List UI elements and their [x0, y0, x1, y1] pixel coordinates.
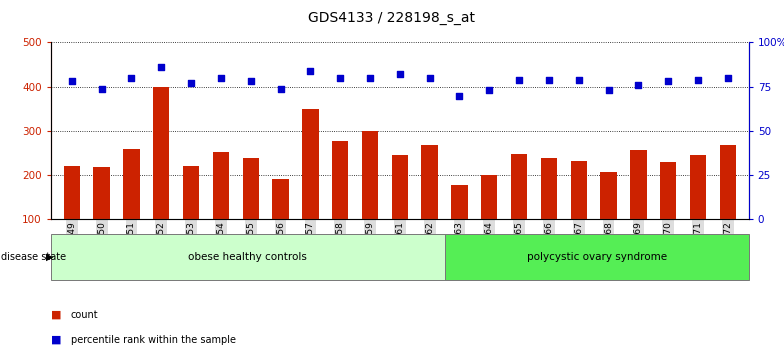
Text: GDS4133 / 228198_s_at: GDS4133 / 228198_s_at — [308, 11, 476, 25]
Point — [274, 86, 287, 91]
Bar — [571, 161, 587, 264]
Bar — [481, 175, 498, 264]
Point — [394, 72, 406, 77]
Bar — [720, 145, 736, 264]
Bar — [332, 141, 348, 264]
Bar — [660, 162, 677, 264]
Text: ■: ■ — [51, 310, 61, 320]
Bar — [452, 185, 468, 264]
Bar — [183, 166, 199, 264]
Text: disease state: disease state — [1, 252, 66, 262]
Bar — [302, 109, 318, 264]
Bar — [51, 234, 445, 280]
Bar — [601, 172, 617, 264]
Point — [513, 77, 525, 82]
Point — [245, 79, 257, 84]
Bar — [153, 87, 169, 264]
Bar — [212, 152, 229, 264]
Point — [215, 75, 227, 81]
Point — [364, 75, 376, 81]
Point — [572, 77, 585, 82]
Point — [662, 79, 674, 84]
Bar — [445, 234, 749, 280]
Text: ▶: ▶ — [45, 252, 53, 262]
Text: ■: ■ — [51, 335, 61, 345]
Point — [155, 64, 168, 70]
Point — [721, 75, 734, 81]
Point — [334, 75, 347, 81]
Bar — [511, 154, 528, 264]
Point — [304, 68, 317, 74]
Point — [125, 75, 138, 81]
Point — [602, 87, 615, 93]
Bar — [422, 145, 437, 264]
Text: obese healthy controls: obese healthy controls — [188, 252, 307, 262]
Point — [453, 93, 466, 98]
Text: percentile rank within the sample: percentile rank within the sample — [71, 335, 235, 345]
Bar — [242, 158, 259, 264]
Bar — [272, 179, 289, 264]
Point — [96, 86, 108, 91]
Point — [185, 80, 198, 86]
Point — [632, 82, 644, 88]
Bar — [123, 149, 140, 264]
Bar — [690, 155, 706, 264]
Bar — [362, 131, 378, 264]
Text: polycystic ovary syndrome: polycystic ovary syndrome — [527, 252, 666, 262]
Point — [423, 75, 436, 81]
Bar — [392, 155, 408, 264]
Point — [483, 87, 495, 93]
Point — [543, 77, 555, 82]
Bar — [93, 167, 110, 264]
Bar — [630, 149, 647, 264]
Point — [691, 77, 704, 82]
Bar — [541, 159, 557, 264]
Bar — [64, 166, 80, 264]
Text: count: count — [71, 310, 98, 320]
Point — [66, 79, 78, 84]
